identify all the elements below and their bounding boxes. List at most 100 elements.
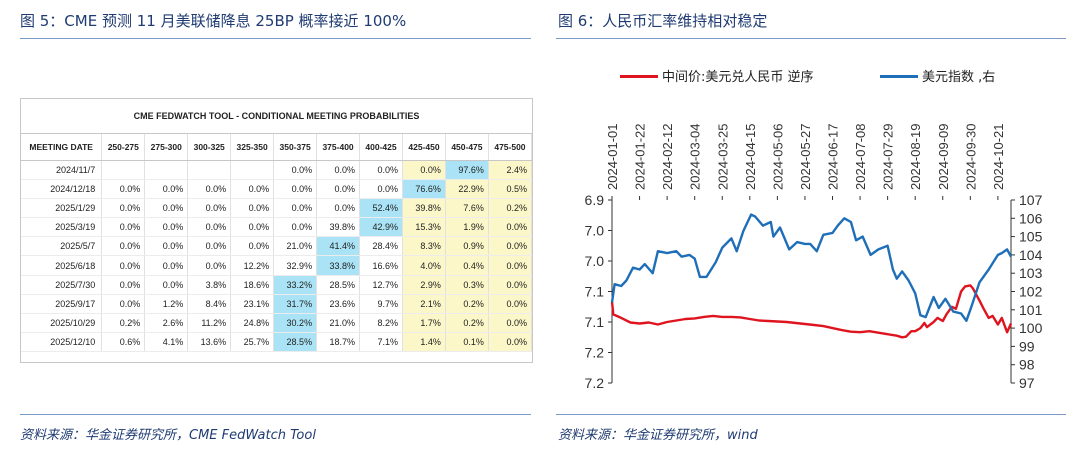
- probability-cell: 4.1%: [144, 332, 189, 352]
- probability-cell: 7.6%: [445, 198, 489, 219]
- fedwatch-table: MEETING DATE 250-275 275-300 300-325 325-350…: [21, 134, 533, 352]
- probability-cell: 0.2%: [101, 313, 146, 333]
- probability-cell: 12.2%: [230, 255, 275, 276]
- probability-cell: 0.2%: [445, 313, 489, 333]
- probability-cell: 0.0%: [488, 332, 533, 352]
- x-tick-label: 2024-06-17: [826, 124, 841, 191]
- probability-cell: 0.4%: [445, 255, 489, 276]
- probability-cell: 2.1%: [402, 294, 446, 314]
- probability-cell: 0.0%: [144, 275, 189, 295]
- probability-cell: 0.0%: [144, 255, 189, 276]
- probability-cell: 39.8%: [316, 217, 361, 238]
- probability-cell: [144, 160, 189, 181]
- probability-cell: [230, 160, 275, 181]
- table-row: 2025/7/30 0.0% 0.0% 3.8% 18.6% 33.2% 28.5% 12.7…: [21, 275, 533, 295]
- probability-cell: 12.7%: [359, 275, 403, 295]
- left-tick-label: 7.2: [585, 345, 605, 361]
- probability-cell: 0.0%: [187, 255, 232, 276]
- probability-cell: 18.6%: [230, 275, 275, 295]
- probability-cell: 0.0%: [273, 198, 318, 219]
- probability-cell: 4.0%: [402, 255, 446, 276]
- column-header: 250-275: [101, 134, 146, 161]
- probability-cell: 13.6%: [187, 332, 232, 352]
- probability-cell: 0.0%: [101, 255, 146, 276]
- probability-cell: 0.0%: [144, 179, 189, 200]
- meeting-date-cell: 2025/1/29: [21, 198, 103, 219]
- probability-cell: 1.7%: [402, 313, 446, 333]
- probability-cell: 2.9%: [402, 275, 446, 295]
- meeting-date-cell: 2025/3/19: [21, 217, 103, 238]
- right-tick-label: 97: [1019, 375, 1035, 391]
- probability-cell: 1.9%: [445, 217, 489, 238]
- legend-blue-label: 美元指数 ,右: [922, 70, 996, 85]
- right-tick-label: 99: [1019, 338, 1035, 354]
- probability-cell: 0.0%: [488, 275, 533, 295]
- probability-cell: 32.9%: [273, 255, 318, 276]
- meeting-date-cell: 2024/12/18: [21, 179, 103, 200]
- probability-cell: 23.6%: [316, 294, 361, 314]
- left-tick-label: 7.1: [585, 284, 605, 300]
- probability-cell: 0.2%: [445, 294, 489, 314]
- meeting-date-cell: 2025/6/18: [21, 255, 103, 276]
- probability-cell: 15.3%: [402, 217, 446, 238]
- probability-cell: 0.0%: [488, 294, 533, 314]
- table-body: 2024/11/7 0.0% 0.0% 0.0% 0.0% 97.6% 2.4% 2024/1…: [21, 160, 533, 352]
- probability-cell: [101, 160, 146, 181]
- left-panel-title: 图 5：CME 预测 11 月美联储降息 25BP 概率接近 100%: [20, 12, 407, 30]
- probability-cell: 28.4%: [359, 236, 403, 257]
- x-tick-label: 2024-08-19: [908, 124, 923, 191]
- column-header: 300-325: [187, 134, 232, 161]
- dxy-line: [610, 213, 1013, 322]
- x-tick-label: 2024-01-22: [633, 124, 648, 191]
- probability-cell: 25.7%: [230, 332, 275, 352]
- x-tick-label: 2024-07-08: [853, 124, 868, 191]
- probability-cell: 0.2%: [488, 198, 533, 219]
- probability-cell: 0.0%: [101, 294, 146, 314]
- probability-cell: 0.1%: [445, 332, 489, 352]
- probability-cell: 9.7%: [359, 294, 403, 314]
- left-tick-label: 7.2: [585, 375, 605, 391]
- table-header-row: MEETING DATE 250-275 275-300 300-325 325-350…: [21, 134, 533, 161]
- right-tick-label: 100: [1019, 320, 1043, 336]
- probability-cell: 1.2%: [144, 294, 189, 314]
- probability-cell: 8.4%: [187, 294, 232, 314]
- probability-cell: 0.0%: [187, 198, 232, 219]
- left-tick-label: 6.9: [585, 192, 605, 208]
- probability-cell: 0.0%: [101, 236, 146, 257]
- probability-cell: 28.5%: [273, 332, 318, 352]
- table-row: 2024/12/18 0.0% 0.0% 0.0% 0.0% 0.0% 0.0% 0.0% 76…: [21, 179, 533, 200]
- probability-cell: 0.0%: [316, 179, 361, 200]
- probability-cell: 31.7%: [273, 294, 318, 314]
- probability-cell: 0.0%: [187, 236, 232, 257]
- right-tick-label: 103: [1019, 265, 1043, 281]
- legend-blue-swatch: [880, 75, 918, 78]
- right-source-note: 资料来源：华金证券研究所，wind: [558, 428, 758, 443]
- probability-cell: 0.0%: [101, 275, 146, 295]
- x-tick-label: 2024-09-30: [963, 124, 978, 191]
- x-tick-label: 2024-01-01: [605, 124, 620, 191]
- fx-dxy-line-chart: 6.9 7.0 7.0 7.1 7.1 7.2 7.2 107 106 105 104 103 102 1…: [585, 124, 1043, 392]
- probability-cell: 0.0%: [101, 217, 146, 238]
- table-row: 2025/6/18 0.0% 0.0% 0.0% 12.2% 32.9% 33.8% 16.6…: [21, 255, 533, 276]
- right-tick-label: 104: [1019, 247, 1043, 263]
- left-source-divider: [20, 414, 531, 415]
- probability-cell: 3.8%: [187, 275, 232, 295]
- probability-cell: 0.0%: [230, 179, 275, 200]
- probability-cell: 97.6%: [445, 160, 489, 181]
- probability-cell: 33.8%: [316, 255, 361, 276]
- x-tick-label: 2024-04-15: [743, 124, 758, 191]
- probability-cell: 2.6%: [144, 313, 189, 333]
- right-title-divider: [556, 38, 1066, 39]
- column-header: 275-300: [144, 134, 189, 161]
- probability-cell: 0.0%: [316, 198, 361, 219]
- meeting-date-cell: 2025/10/29: [21, 313, 103, 333]
- right-source-divider: [556, 414, 1066, 415]
- right-tick-label: 102: [1019, 284, 1043, 300]
- probability-cell: 0.0%: [402, 160, 446, 181]
- probability-cell: 0.0%: [230, 198, 275, 219]
- table-row: 2025/5/7 0.0% 0.0% 0.0% 0.0% 21.0% 41.4% 28.4% 8…: [21, 236, 533, 257]
- probability-cell: 0.0%: [230, 236, 275, 257]
- fedwatch-table-title: CME FEDWATCH TOOL - CONDITIONAL MEETING …: [21, 99, 532, 134]
- probability-cell: 0.0%: [144, 236, 189, 257]
- table-row: 2024/11/7 0.0% 0.0% 0.0% 0.0% 97.6% 2.4%: [21, 160, 533, 181]
